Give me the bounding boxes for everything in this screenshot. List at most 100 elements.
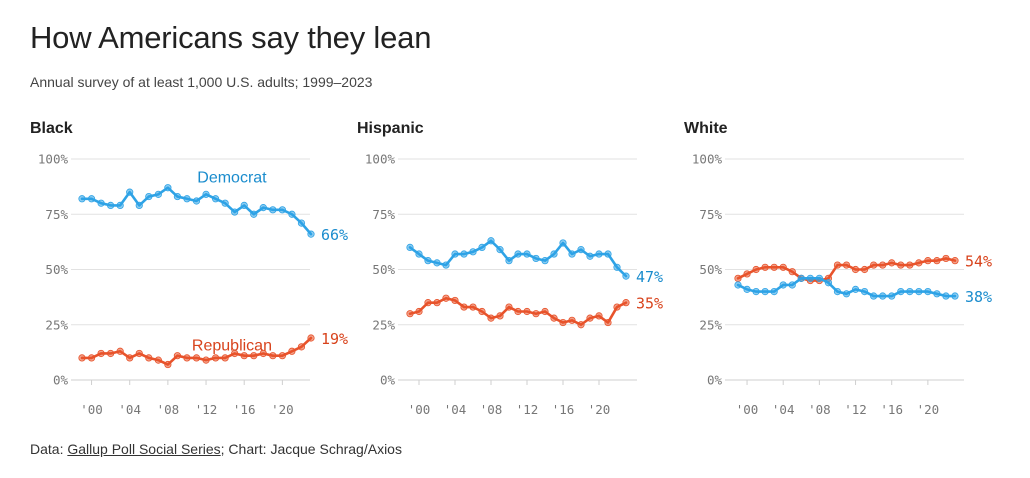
x-tick-label: '16 [880, 402, 903, 417]
y-tick-label: 100% [692, 152, 723, 167]
x-tick-label: '08 [808, 402, 831, 417]
data-point [879, 292, 887, 300]
data-point [478, 243, 486, 251]
data-point [951, 292, 959, 300]
data-point [259, 349, 267, 358]
data-point [278, 352, 286, 360]
data-point [870, 261, 878, 269]
data-point [269, 352, 277, 360]
x-tick-label: '08 [480, 402, 503, 417]
data-point [505, 303, 513, 311]
data-point [505, 257, 513, 265]
y-tick-label: 0% [380, 373, 396, 388]
data-point [116, 347, 124, 355]
data-point [770, 287, 778, 296]
data-point [842, 261, 851, 269]
data-point [924, 287, 932, 296]
data-point [87, 195, 96, 203]
x-tick-label: '20 [588, 402, 611, 417]
data-point [577, 321, 585, 329]
data-point [541, 307, 549, 316]
data-point [173, 352, 182, 360]
x-tick-label: '16 [233, 402, 256, 417]
y-tick-label: 75% [372, 207, 395, 222]
data-point [568, 316, 576, 324]
data-point [154, 190, 162, 198]
data-point [743, 285, 751, 293]
data-point [933, 290, 941, 298]
x-tick-label: '00 [736, 402, 759, 417]
data-point [860, 287, 869, 296]
data-point [915, 259, 923, 267]
data-point [451, 296, 459, 305]
data-point [761, 287, 769, 296]
chart-title: How Americans say they lean [30, 20, 432, 55]
data-point [202, 190, 210, 198]
data-point [415, 307, 423, 316]
data-point [135, 201, 143, 210]
data-point [613, 263, 621, 271]
data-point [415, 250, 423, 258]
data-point [211, 195, 220, 203]
data-point [604, 318, 612, 327]
footer-suffix: ; Chart: Jacque Schrag/Axios [220, 441, 402, 457]
data-point [523, 307, 531, 316]
x-tick-label: '12 [516, 402, 539, 417]
series-democrat: 66% Democrat [78, 170, 348, 244]
data-point [107, 201, 115, 210]
data-point [424, 257, 432, 265]
data-point [469, 248, 477, 256]
data-point [842, 290, 851, 298]
end-value-label: 38% [965, 288, 992, 306]
y-tick-label: 0% [53, 373, 69, 388]
data-point [250, 352, 258, 360]
x-tick-label: '04 [772, 402, 795, 417]
data-point [460, 303, 468, 311]
panel-hispanic: Hispanic 100% 75% 50% 25% 0% '00 '04 '08 '12 '16 '2… [357, 120, 663, 417]
panel-title: Black [30, 120, 73, 137]
data-point [532, 310, 540, 318]
data-point [514, 307, 522, 316]
data-point [860, 265, 869, 274]
y-tick-label: 100% [365, 152, 396, 167]
data-point [550, 314, 558, 322]
data-point [231, 208, 239, 216]
data-point [433, 259, 441, 267]
data-point [145, 354, 153, 362]
data-point [240, 201, 248, 210]
data-point [942, 292, 950, 300]
data-point [406, 243, 414, 251]
data-point [469, 303, 477, 311]
footer-prefix: Data: [30, 441, 68, 457]
y-tick-label: 100% [38, 152, 69, 167]
data-point [797, 274, 805, 282]
y-tick-label: 75% [699, 207, 722, 222]
data-point [734, 274, 742, 282]
data-point [126, 188, 134, 196]
data-point [173, 192, 182, 201]
data-point [906, 287, 914, 296]
source-link[interactable]: Gallup Poll Social Series [67, 441, 221, 457]
data-point [487, 237, 495, 245]
y-tick-label: 50% [699, 262, 722, 277]
x-tick-label: '04 [444, 402, 467, 417]
panel-title: White [684, 120, 728, 137]
data-point [87, 354, 96, 362]
data-point [879, 261, 887, 269]
data-point [897, 287, 905, 296]
data-point [240, 352, 248, 360]
data-point [288, 210, 296, 218]
data-point [622, 272, 630, 280]
data-point [761, 263, 769, 271]
data-point [78, 354, 86, 362]
data-point [250, 210, 258, 218]
data-point [888, 292, 896, 300]
y-tick-label: 50% [372, 262, 395, 277]
series-name-label: Democrat [197, 170, 267, 187]
data-point [164, 360, 172, 369]
data-point [183, 195, 191, 203]
end-value-label: 19% [321, 330, 348, 348]
data-point [126, 354, 134, 362]
data-point [116, 201, 124, 210]
